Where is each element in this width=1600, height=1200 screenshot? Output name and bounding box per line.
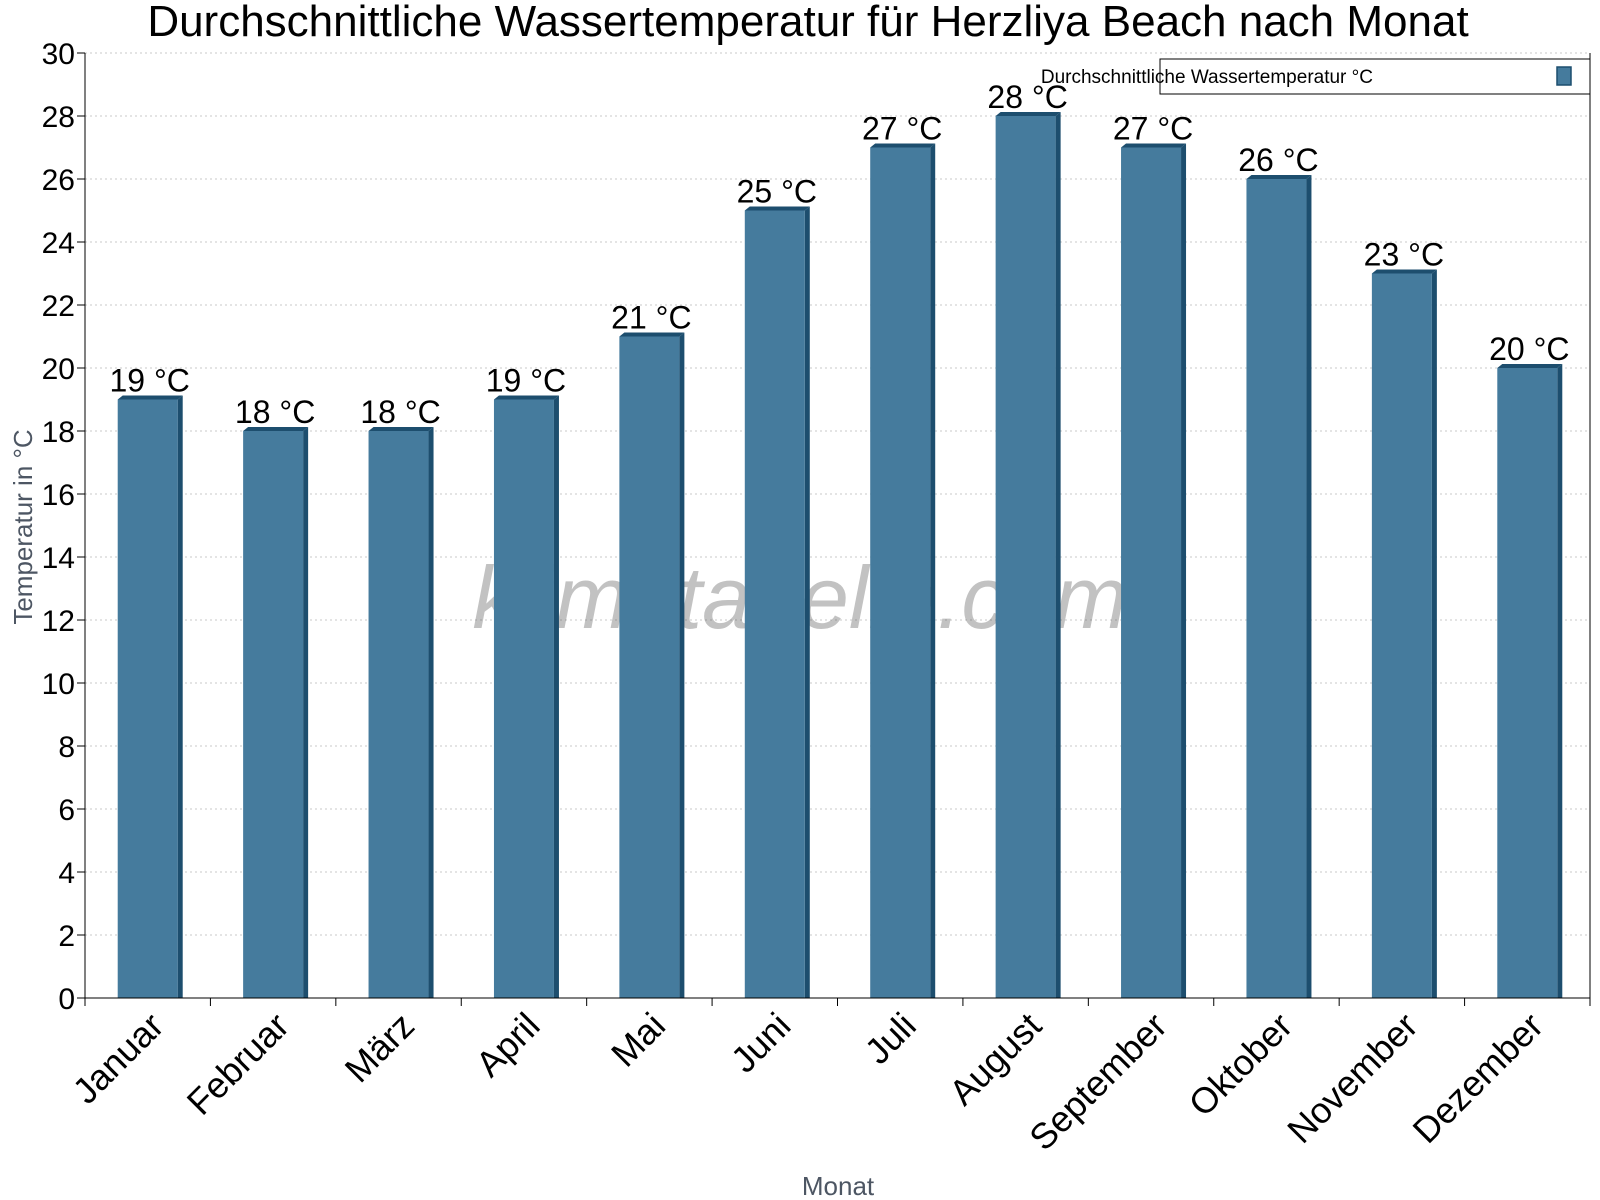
y-tick-label: 20 — [42, 353, 75, 386]
x-axis-title: Monat — [802, 1171, 875, 1200]
x-tick-label: Juni — [723, 1005, 799, 1081]
y-axis-title: Temperatur in °C — [8, 429, 38, 624]
bar-top — [870, 143, 936, 148]
x-tick-label: Oktober — [1181, 1005, 1301, 1125]
bar-side — [1557, 364, 1563, 998]
bar — [368, 431, 429, 998]
bar — [117, 399, 178, 998]
x-tick-label: Februar — [179, 1005, 297, 1123]
y-tick-label: 18 — [42, 416, 75, 449]
bar-top — [744, 206, 810, 211]
y-tick-label: 6 — [58, 794, 75, 827]
bar-side — [1181, 143, 1187, 998]
bar-top — [619, 332, 685, 337]
y-tick-label: 2 — [58, 920, 75, 953]
legend-swatch — [1556, 66, 1572, 86]
x-tick-label: Januar — [65, 1005, 172, 1112]
data-label: 28 °C — [987, 79, 1067, 115]
bar-top — [1121, 143, 1187, 148]
y-tick-label: 24 — [42, 227, 75, 260]
x-tick-label: Dezember — [1405, 1005, 1551, 1151]
y-tick-label: 30 — [42, 38, 75, 71]
data-label: 27 °C — [862, 111, 942, 147]
bar — [870, 147, 931, 998]
bars — [117, 112, 1563, 998]
y-tick-label: 8 — [58, 731, 75, 764]
bar-top — [117, 395, 183, 400]
data-label: 27 °C — [1113, 111, 1193, 147]
bar-side — [1055, 112, 1061, 998]
bar-side — [428, 427, 434, 998]
bar — [619, 336, 680, 998]
data-labels: 19 °C 18 °C 18 °C 19 °C 21 °C 25 °C 27 °C 28 °C… — [110, 79, 1570, 430]
data-label: 18 °C — [360, 394, 440, 430]
bar-side — [303, 427, 309, 998]
legend: Durchschnittliche Wassertemperatur °C — [1041, 58, 1591, 95]
legend-label: Durchschnittliche Wassertemperatur °C — [1041, 67, 1373, 88]
y-tick-label: 12 — [42, 605, 75, 638]
data-label: 19 °C — [486, 363, 566, 399]
data-label: 20 °C — [1489, 331, 1569, 367]
x-tick-label: Mai — [603, 1005, 673, 1075]
bar — [243, 431, 304, 998]
y-tick-label: 22 — [42, 290, 75, 323]
gridlines — [85, 52, 1590, 936]
data-label: 23 °C — [1364, 237, 1444, 273]
data-label: 19 °C — [110, 363, 190, 399]
y-tick-label: 14 — [42, 542, 75, 575]
data-label: 21 °C — [611, 300, 691, 336]
data-label: 26 °C — [1238, 142, 1318, 178]
bar-side — [177, 395, 183, 998]
data-label: 18 °C — [235, 394, 315, 430]
y-tick-label: 26 — [42, 164, 75, 197]
y-tick-label: 0 — [58, 983, 75, 1016]
y-tick-label: 10 — [42, 668, 75, 701]
bar-top — [493, 395, 559, 400]
bar-side — [804, 206, 810, 998]
bar — [493, 399, 554, 998]
y-tick-label: 16 — [42, 479, 75, 512]
bar — [1121, 147, 1182, 998]
bar-top — [368, 427, 434, 431]
y-tick-label: 28 — [42, 101, 75, 134]
bar — [1497, 368, 1558, 998]
bar-side — [1306, 175, 1312, 998]
bar-side — [679, 332, 685, 998]
bar-top — [243, 427, 309, 431]
bar — [995, 116, 1056, 998]
bar — [1246, 179, 1307, 998]
bar-top — [1371, 269, 1437, 274]
bar-top — [995, 112, 1061, 116]
x-tick-label: September — [1021, 1005, 1175, 1159]
x-tick-label: August — [941, 1005, 1049, 1113]
chart-title: Durchschnittliche Wassertemperatur für H… — [147, 0, 1468, 46]
x-tick-label: Juli — [857, 1005, 924, 1072]
bar-side — [1431, 269, 1437, 998]
data-label: 25 °C — [737, 174, 817, 210]
bar-top — [1246, 175, 1312, 179]
bar-side — [930, 143, 936, 998]
bar — [1371, 273, 1432, 998]
x-tick-label: April — [468, 1005, 548, 1085]
legend-box — [1159, 58, 1591, 95]
y-tick-label: 4 — [58, 857, 75, 890]
x-tick-label: November — [1279, 1005, 1425, 1151]
x-tick-label: März — [337, 1005, 423, 1091]
bar-side — [553, 395, 559, 998]
bar-top — [1497, 364, 1563, 368]
bar — [744, 210, 805, 998]
